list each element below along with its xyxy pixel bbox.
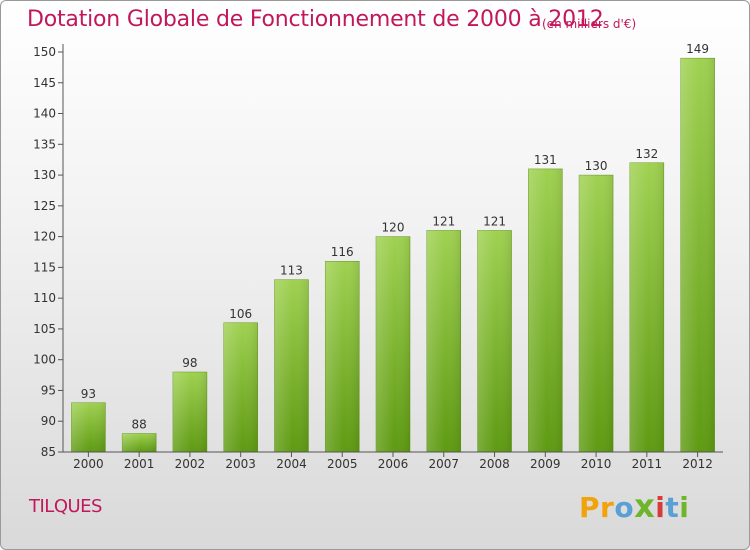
y-tick-label: 115 (33, 260, 56, 274)
logo-letter: t (665, 491, 680, 524)
logo-letter: i (655, 491, 666, 524)
bar-shade (629, 162, 664, 452)
logo-letter: P (579, 491, 601, 524)
bar-value-label: 120 (382, 221, 405, 235)
x-tick-label: 2002 (175, 457, 206, 471)
y-tick-label: 120 (33, 230, 56, 244)
logo-letter: o (614, 491, 635, 524)
y-tick-label: 145 (33, 76, 56, 90)
y-tick-label: 100 (33, 353, 56, 367)
commune-name: TILQUES (29, 496, 102, 517)
x-tick-label: 2001 (124, 457, 155, 471)
y-tick-label: 130 (33, 168, 56, 182)
bar-value-label: 131 (534, 153, 557, 167)
bar-shade (426, 230, 461, 452)
bar-shade (223, 322, 258, 452)
x-tick-label: 2011 (632, 457, 663, 471)
y-tick-label: 105 (33, 322, 56, 336)
logo-letter: i (679, 491, 690, 524)
bar-value-label: 88 (132, 418, 147, 432)
bar-shade (376, 236, 410, 452)
x-tick-label: 2000 (73, 457, 104, 471)
x-tick-label: 2008 (479, 457, 510, 471)
bar-value-label: 106 (229, 307, 252, 321)
bar-shade (122, 433, 157, 452)
bar-shade (579, 175, 614, 453)
bar-value-label: 93 (81, 387, 96, 401)
y-tick-label: 85 (41, 445, 56, 459)
x-tick-label: 2004 (276, 457, 307, 471)
bar-value-label: 116 (331, 245, 354, 259)
bar-value-label: 121 (483, 214, 506, 228)
logo-letter: r (600, 491, 615, 524)
bar-shade (325, 261, 360, 452)
bar-shade (172, 372, 207, 452)
x-tick-label: 2006 (378, 457, 409, 471)
bar-value-label: 130 (585, 159, 608, 173)
bar-shade (680, 58, 715, 453)
bar-value-label: 149 (686, 42, 709, 56)
bar-shade (71, 402, 106, 452)
y-tick-label: 125 (33, 199, 56, 213)
proxiti-logo: Proxiti (579, 487, 689, 525)
bar-value-label: 121 (432, 214, 455, 228)
bar-shade (274, 279, 309, 452)
bar-value-label: 132 (635, 147, 658, 161)
chart-subtitle: (en milliers d'€) (542, 17, 637, 31)
bar-shade (528, 168, 563, 452)
x-tick-label: 2003 (225, 457, 256, 471)
y-tick-label: 95 (41, 383, 56, 397)
x-tick-label: 2005 (327, 457, 358, 471)
y-tick-label: 90 (41, 414, 56, 428)
bar-value-label: 98 (182, 356, 197, 370)
logo-letter: x (634, 487, 656, 525)
x-tick-label: 2012 (682, 457, 713, 471)
y-tick-label: 140 (33, 107, 56, 121)
bar-shade (477, 230, 512, 452)
x-tick-label: 2007 (428, 457, 459, 471)
y-tick-label: 110 (33, 291, 56, 305)
bar-value-label: 113 (280, 264, 303, 278)
x-tick-label: 2010 (581, 457, 612, 471)
y-tick-label: 135 (33, 137, 56, 151)
x-tick-label: 2009 (530, 457, 561, 471)
y-tick-label: 150 (33, 45, 56, 59)
chart-title: Dotation Globale de Fonctionnement de 20… (27, 7, 604, 32)
